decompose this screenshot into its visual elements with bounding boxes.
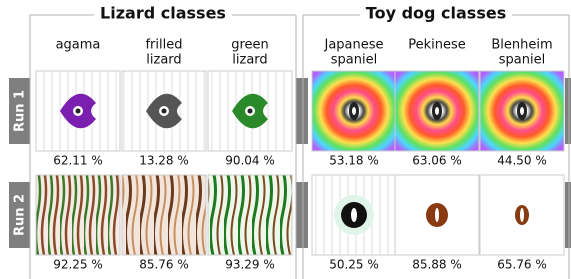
column-label: lizard <box>146 53 181 68</box>
center <box>435 208 439 222</box>
run-label: Run 2 <box>13 194 28 236</box>
run-tab-edge <box>296 182 308 248</box>
column-label: frilled <box>145 38 182 53</box>
image-panel <box>208 71 292 151</box>
score: 63.06 % <box>412 154 462 168</box>
image <box>208 175 292 255</box>
image-panel <box>208 175 292 255</box>
score: 53.18 % <box>329 154 379 168</box>
center <box>520 107 524 115</box>
score: 90.04 % <box>225 154 275 168</box>
column-label: Japanese <box>323 38 383 53</box>
column-label: Pekinese <box>408 38 466 53</box>
pupil <box>162 109 167 114</box>
score: 62.11 % <box>53 154 103 168</box>
image-panel <box>122 175 206 255</box>
run-tab-edge <box>565 78 571 144</box>
image-panel <box>312 71 396 151</box>
image-panel <box>36 175 120 255</box>
run-tab-edge <box>565 182 571 248</box>
column-label: spaniel <box>499 53 545 68</box>
image-panel <box>395 71 479 151</box>
score: 65.76 % <box>497 258 547 272</box>
figure: Run 1Run 2Lizard classesagamafrilledliza… <box>0 0 571 279</box>
group-title: Toy dog classes <box>366 4 506 23</box>
run-label: Run 1 <box>13 90 28 132</box>
score: 44.50 % <box>497 154 547 168</box>
image <box>36 175 120 255</box>
column-label: agama <box>56 38 101 53</box>
center <box>435 107 439 115</box>
column-label: spaniel <box>331 53 377 68</box>
pupil <box>76 109 81 114</box>
column-label: lizard <box>232 53 267 68</box>
column-label: green <box>231 38 269 53</box>
run-tab-edge <box>296 78 308 144</box>
image-panel <box>36 71 120 151</box>
image-panel <box>395 175 479 255</box>
group-title: Lizard classes <box>100 4 226 23</box>
score: 85.88 % <box>412 258 462 272</box>
score: 93.29 % <box>225 258 275 272</box>
column-label: Blenheim <box>491 38 552 53</box>
image-panel <box>122 71 206 151</box>
image <box>122 175 206 255</box>
score: 13.28 % <box>139 154 189 168</box>
score: 92.25 % <box>53 258 103 272</box>
image-panel <box>312 175 396 255</box>
score: 85.76 % <box>139 258 189 272</box>
center <box>520 208 524 222</box>
pupil <box>248 109 253 114</box>
image-panel <box>480 175 564 255</box>
image-panel <box>480 71 564 151</box>
center <box>351 208 357 222</box>
score: 50.25 % <box>329 258 379 272</box>
center <box>352 107 356 115</box>
